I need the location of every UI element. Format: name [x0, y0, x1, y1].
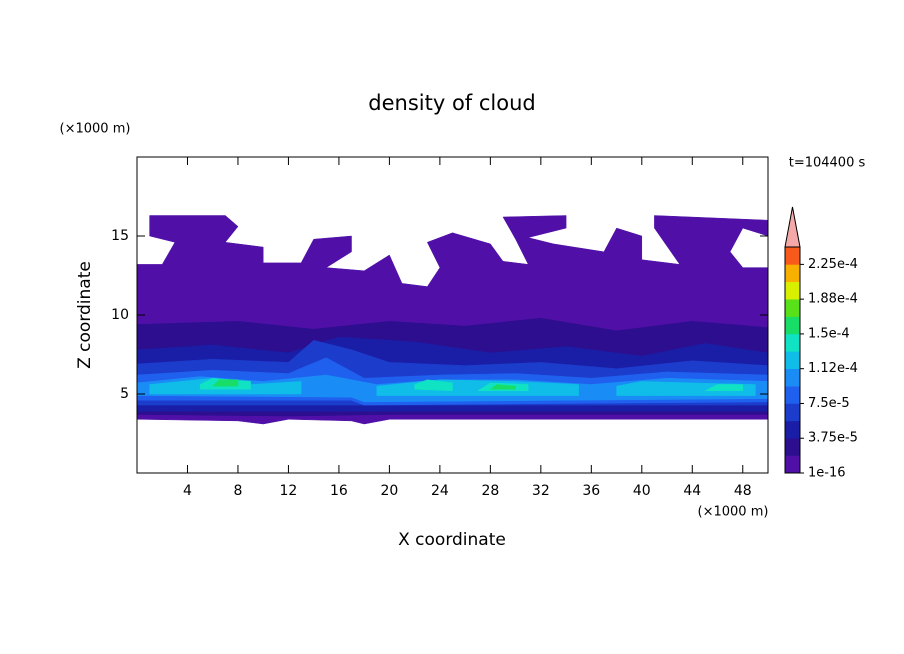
contour-region	[704, 384, 744, 392]
x-tick-label: 36	[582, 483, 600, 499]
colorbar-tick-label: 1.12e-4	[808, 361, 858, 376]
x-tick-label: 44	[683, 483, 701, 499]
colorbar-tick-label: 1e-16	[808, 466, 846, 481]
colorbar-extend	[784, 206, 801, 248]
y-tick-label: 10	[111, 307, 129, 323]
colorbar-band	[785, 333, 800, 352]
colorbar-band	[785, 386, 800, 404]
colorbar-tick-label: 3.75e-5	[808, 431, 858, 446]
contour-region	[136, 215, 769, 322]
colorbar-band	[785, 299, 800, 317]
contour-region	[414, 379, 453, 392]
colorbar-band	[785, 420, 800, 439]
colorbar-tick-label: 1.88e-4	[808, 292, 858, 307]
colorbar-band	[785, 351, 800, 369]
x-tick-label: 16	[330, 483, 348, 499]
colorbar-band	[785, 403, 800, 422]
x-tick-label: 20	[380, 483, 398, 499]
colorbar-band	[785, 281, 800, 300]
colorbar-band	[785, 264, 800, 283]
contour-region	[212, 379, 239, 387]
x-unit: (×1000 m)	[698, 505, 769, 520]
colorbar-band	[785, 316, 800, 335]
x-tick-label: 24	[431, 483, 449, 499]
x-tick-label: 28	[481, 483, 499, 499]
x-tick-label: 4	[183, 483, 192, 499]
contour-region	[489, 384, 516, 390]
x-axis-label: X coordinate	[398, 530, 506, 550]
colorbar-band	[785, 455, 800, 474]
colorbar-tick-label: 7.5e-5	[808, 396, 850, 411]
x-tick-label: 32	[532, 483, 550, 499]
x-tick-label: 40	[633, 483, 651, 499]
colorbar-band	[785, 247, 800, 265]
y-unit: (×1000 m)	[60, 122, 131, 137]
x-tick-label: 12	[280, 483, 298, 499]
time-label: t=104400 s	[789, 156, 866, 171]
x-tick-label: 48	[734, 483, 752, 499]
colorbar-tick-label: 1.5e-4	[808, 326, 850, 341]
y-axis-label: Z coordinate	[75, 261, 95, 369]
y-tick-label: 15	[111, 228, 129, 244]
x-tick-label: 8	[233, 483, 242, 499]
colorbar-band	[785, 368, 800, 387]
colorbar-tick-label: 2.25e-4	[808, 257, 858, 272]
colorbar-frame	[784, 246, 801, 474]
colorbar-band	[785, 438, 800, 456]
chart-title: density of cloud	[368, 91, 535, 115]
y-tick-label: 5	[120, 386, 129, 402]
